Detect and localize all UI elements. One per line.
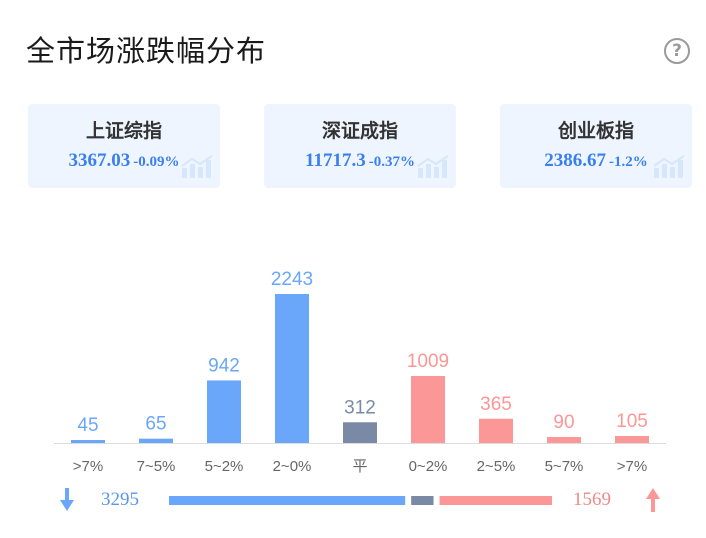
tick-label: >7% [73,458,103,475]
tick-label: 平 [352,458,367,475]
bar [615,436,649,443]
bar [139,438,173,443]
tick-label: 2~5% [477,458,516,475]
index-card-cyb[interactable]: 创业板指 2386.67 -1.2% [500,104,692,188]
up-proportion-bar [439,496,552,505]
index-card-sh[interactable]: 上证综指 3367.03 -0.09% [28,104,220,188]
index-value: 11717.3 [305,150,366,171]
index-value: 2386.67 [544,150,606,171]
tick-label: >7% [617,458,647,475]
trend-chart-icon [181,155,213,178]
down-proportion-bar [169,496,406,505]
page-title: 全市场涨跌幅分布 [26,34,267,68]
trend-chart-icon [653,155,685,178]
bar [547,437,581,443]
data-label: 90 [553,412,574,433]
data-label: 45 [77,415,98,436]
data-label: 365 [480,394,512,415]
down-total: 3295 [101,489,139,510]
index-name: 深证成指 [321,120,398,142]
tick-label: 5~7% [545,458,584,475]
bar [343,422,377,443]
data-label: 1009 [407,351,449,372]
data-label: 2243 [271,269,313,290]
up-total: 1569 [573,489,611,510]
index-change: -0.37% [368,154,415,170]
data-label: 942 [208,355,240,376]
index-name: 上证综指 [85,120,162,142]
arrow-down-icon [60,488,74,511]
flat-proportion-bar [411,496,434,505]
help-icon[interactable]: ? [664,38,690,64]
index-card-sz[interactable]: 深证成指 11717.3 -0.37% [264,104,456,188]
arrow-up-icon [646,488,660,512]
bar [411,375,445,443]
index-value: 3367.03 [68,150,131,171]
tick-label: 2~0% [273,458,312,475]
data-label: 312 [344,397,376,418]
bar [71,440,105,443]
bar [275,294,309,443]
index-change: -0.09% [133,154,180,170]
trend-chart-icon [417,155,449,178]
bar [207,380,241,443]
tick-label: 0~2% [409,458,448,475]
data-label: 65 [145,414,166,435]
index-name: 创业板指 [557,120,634,142]
tick-label: 5~2% [205,458,244,475]
data-label: 105 [616,411,648,432]
bar [479,418,513,443]
tick-label: 7~5% [137,458,176,475]
index-change: -1.2% [609,154,648,170]
